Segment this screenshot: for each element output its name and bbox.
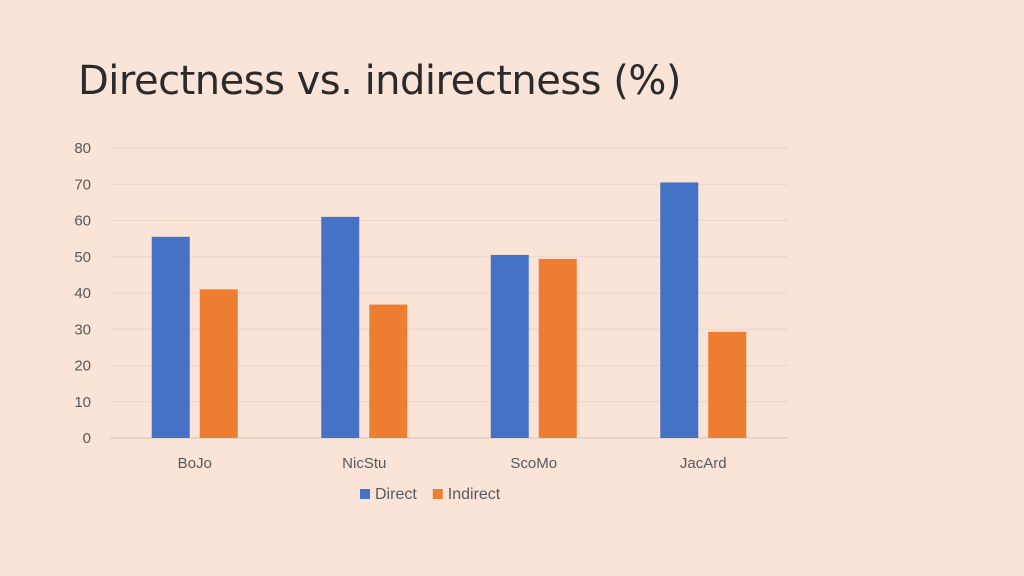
bar-direct-bojo: [151, 236, 190, 438]
chart-title: Directness vs. indirectness (%): [78, 58, 681, 104]
y-tick-label: 0: [83, 430, 91, 447]
bar-indirect-nicstu: [369, 304, 408, 438]
legend-swatch-indirect: [432, 489, 443, 499]
legend-swatch-direct: [360, 489, 370, 499]
x-tick-label: NicStu: [342, 455, 386, 472]
bar-indirect-bojo: [199, 289, 238, 438]
x-tick-label: ScoMo: [510, 455, 557, 472]
bar-direct-scomo: [490, 254, 529, 438]
y-tick-label: 60: [74, 213, 91, 230]
y-tick-label: 30: [74, 321, 91, 338]
legend-label-direct: Direct: [375, 486, 417, 503]
y-tick-label: 70: [74, 176, 91, 193]
y-tick-label: 80: [74, 140, 91, 157]
legend: Direct Indirect: [360, 486, 501, 503]
bar-direct-nicstu: [321, 216, 360, 438]
x-axis-tick-labels: BoJo NicStu ScoMo JacArd: [178, 455, 727, 472]
y-tick-label: 10: [74, 394, 91, 411]
bar-indirect-jacard: [708, 331, 747, 438]
x-tick-label: BoJo: [178, 455, 212, 472]
x-tick-label: JacArd: [680, 455, 727, 472]
y-tick-label: 50: [74, 249, 91, 266]
y-tick-label: 40: [74, 285, 91, 302]
bar-indirect-scomo: [538, 258, 577, 438]
y-axis-tick-labels: 0 10 20 30 40 50 60 70 80: [74, 140, 91, 447]
bar-direct-jacard: [660, 182, 699, 438]
legend-label-indirect: Indirect: [448, 486, 501, 503]
bars: [151, 182, 747, 438]
y-tick-label: 20: [74, 358, 91, 375]
